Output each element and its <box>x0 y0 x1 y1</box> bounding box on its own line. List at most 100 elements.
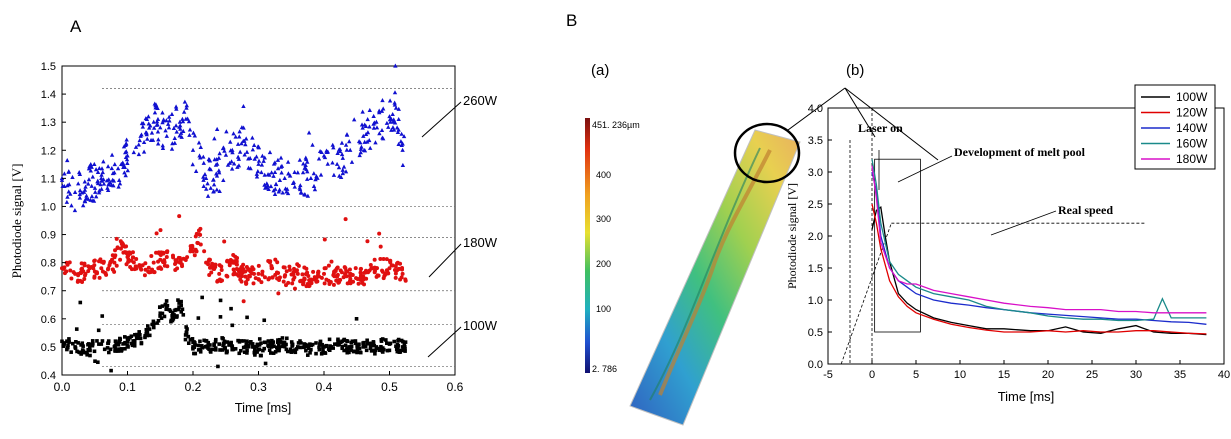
chart-a-point <box>167 118 172 123</box>
chart-a-point <box>178 130 184 135</box>
chart-a-point <box>59 177 65 182</box>
chart-a-point <box>275 340 280 344</box>
chart-a-point <box>67 340 71 344</box>
chart-a-point <box>285 159 291 164</box>
chart-a-point <box>95 169 101 175</box>
colorbar-tick-100: 100 <box>596 304 611 314</box>
chart-a-point <box>400 345 405 349</box>
chart-a-point <box>193 168 199 173</box>
chart-a-point <box>395 129 401 135</box>
chart-a-point <box>79 190 85 195</box>
chart-a-point <box>180 307 185 312</box>
chart-b-ytick-label: 0.5 <box>808 327 823 339</box>
chart-a-point <box>262 275 267 280</box>
chart-a-point <box>224 129 229 134</box>
chart-a-point <box>109 368 113 373</box>
chart-a-point <box>292 286 297 291</box>
chart-a-point <box>345 269 350 274</box>
chart-a-point <box>317 347 322 352</box>
chart-a-point <box>134 257 139 262</box>
chart-a-point <box>313 177 318 182</box>
chart-a-point <box>259 341 263 345</box>
chart-a-point <box>239 274 244 279</box>
chart-a-point <box>268 351 273 355</box>
chart-a-point <box>257 337 262 341</box>
chart-a-point <box>216 155 222 160</box>
chart-a-point <box>171 255 176 260</box>
chart-a-point <box>308 342 312 346</box>
chart-a-point <box>125 160 130 166</box>
chart-a-point <box>245 348 249 353</box>
chart-a-point <box>192 253 197 258</box>
chart-a-point <box>312 187 318 192</box>
chart-a-point <box>340 339 344 344</box>
chart-a-point <box>380 268 385 273</box>
chart-a-point <box>83 184 88 189</box>
melt-pool-arrow <box>897 155 953 183</box>
chart-a-point <box>203 175 209 180</box>
chart-a-point <box>136 142 141 147</box>
chart-a-point <box>181 313 186 317</box>
chart-a-point <box>394 347 399 351</box>
chart-a-point <box>275 276 280 281</box>
chart-a-point <box>277 348 281 353</box>
chart-a-point <box>291 270 296 275</box>
connector-line-2 <box>844 87 876 138</box>
chart-a-point <box>336 165 342 170</box>
chart-a-point <box>267 348 272 353</box>
chart-a-point <box>175 314 179 318</box>
chart-a-point <box>367 124 372 129</box>
chart-a-point <box>128 335 132 340</box>
chart-a-point <box>143 116 149 121</box>
chart-a-point <box>235 255 240 260</box>
chart-a-point <box>208 185 213 190</box>
chart-a-point <box>286 280 291 285</box>
chart-a-point <box>262 172 267 177</box>
chart-a-point <box>246 344 251 349</box>
chart-a-point <box>303 162 308 168</box>
chart-a-point <box>358 146 364 151</box>
chart-a-point <box>274 270 279 275</box>
chart-a-point <box>106 341 110 346</box>
chart-a-point <box>225 274 230 279</box>
chart-a-ytick-label: 1.5 <box>41 61 56 73</box>
chart-a-point <box>186 334 191 339</box>
chart-a-point <box>169 146 175 151</box>
chart-a-point <box>343 217 348 222</box>
chart-a-point <box>379 344 383 349</box>
chart-a-point <box>399 142 404 147</box>
chart-a-point <box>137 264 142 269</box>
chart-a-point <box>380 349 385 353</box>
chart-b-line-180W <box>871 165 1207 314</box>
chart-a-point <box>401 339 405 344</box>
chart-a-point <box>370 266 375 271</box>
chart-a-point <box>88 168 93 173</box>
chart-a-point <box>230 323 235 328</box>
chart-a-point <box>357 346 362 351</box>
real-speed-slope-line <box>840 223 892 365</box>
chart-a-point <box>132 344 137 348</box>
chart-a-point <box>229 166 235 171</box>
chart-a-point <box>289 340 294 344</box>
chart-a-point <box>124 137 129 142</box>
chart-a-point <box>342 348 346 353</box>
chart-a-point <box>106 182 111 187</box>
chart-a-point <box>124 157 130 162</box>
chart-a-point <box>331 172 337 177</box>
colorbar-tick-max: 451. 236µm <box>592 120 640 130</box>
melt-track-ridge <box>658 149 772 396</box>
chart-a-point <box>263 185 268 190</box>
chart-a-point <box>379 127 385 133</box>
chart-a-point <box>120 160 125 165</box>
chart-a-point <box>275 345 279 350</box>
chart-a-point <box>129 341 134 346</box>
chart-a-point <box>241 345 246 350</box>
chart-a-point <box>256 271 261 276</box>
chart-a-point <box>103 270 108 275</box>
chart-a-point <box>307 278 312 283</box>
chart-a-xtick-label: 0.0 <box>54 380 71 394</box>
chart-a-point <box>250 147 256 152</box>
chart-a-point <box>239 141 244 146</box>
chart-a-point <box>275 157 281 162</box>
chart-a-point <box>178 126 183 131</box>
